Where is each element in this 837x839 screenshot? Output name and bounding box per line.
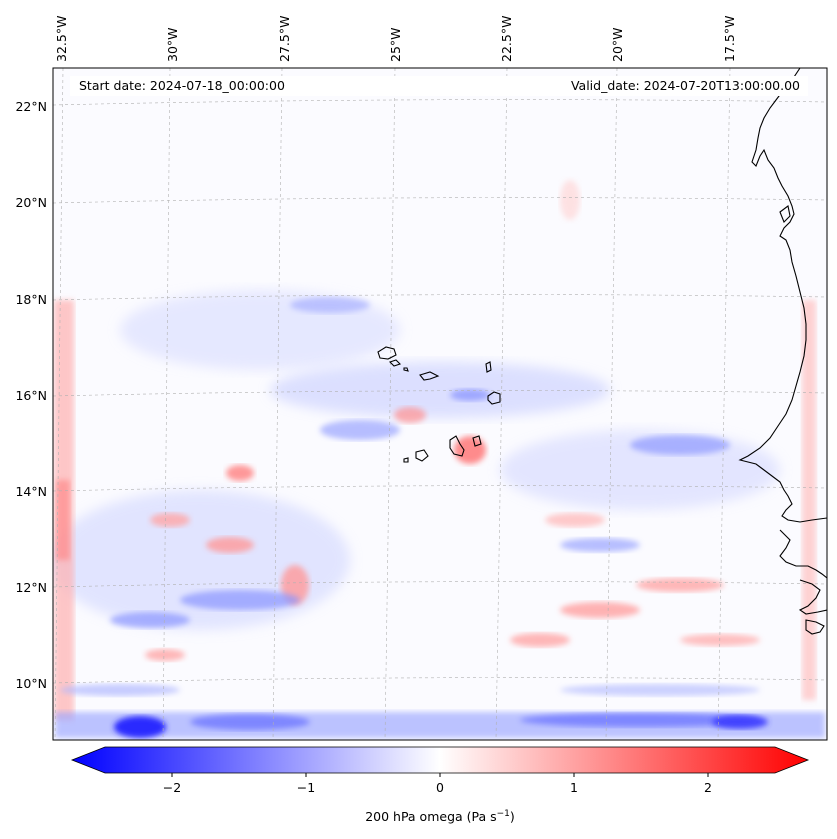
island-sao-nicolau	[419, 371, 440, 381]
island-santo-antao	[377, 346, 397, 360]
island-fogo	[415, 449, 429, 462]
lat-label-12n: 12°N	[15, 580, 47, 595]
island-santa-luzia	[403, 367, 409, 372]
cape-verde-islands	[377, 346, 501, 463]
lon-label-27-5w: 27.5°W	[277, 16, 292, 62]
map-frame	[52, 67, 828, 741]
lon-label-17-5w: 17.5°W	[722, 16, 737, 62]
colorbar-ticks	[171, 773, 709, 777]
lat-label-22n: 22°N	[15, 99, 47, 114]
lon-label-30w: 30°W	[165, 27, 180, 62]
colorbar-tick-0: 0	[436, 780, 444, 795]
colorbar-tick-1: 1	[570, 780, 578, 795]
colorbar-label: 200 hPa omega (Pa s−1)	[365, 809, 515, 824]
colorbar-tick-2: 2	[704, 780, 712, 795]
lat-label-14n: 14°N	[15, 484, 47, 499]
island-maio	[472, 435, 482, 447]
colorbar: −2 −1 0 1 2 200 hPa omega (Pa s−1)	[70, 746, 810, 824]
colorbar-tick-minus-1: −1	[297, 780, 315, 795]
island-boa-vista	[487, 391, 501, 405]
colorbar-body	[70, 746, 810, 774]
lat-label-20n: 20°N	[15, 195, 47, 210]
lat-label-18n: 18°N	[15, 292, 47, 307]
longitude-labels: 32.5°W 30°W 27.5°W 25°W 22.5°W 20°W 17.5…	[54, 16, 737, 62]
island-brava	[403, 457, 409, 463]
graticule	[53, 68, 827, 740]
africa-coastline	[738, 68, 827, 523]
island-sal	[485, 361, 492, 373]
lon-label-32-5w: 32.5°W	[54, 16, 69, 62]
island-santiago	[449, 435, 465, 457]
colorbar-tick-minus-2: −2	[163, 780, 181, 795]
start-date-label: Start date: 2024-07-18_00:00:00	[79, 78, 285, 93]
lon-label-22-5w: 22.5°W	[499, 16, 514, 62]
header-strip	[70, 76, 808, 96]
island-sao-vicente	[388, 359, 402, 367]
omega-field	[53, 180, 825, 738]
lat-label-10n: 10°N	[15, 676, 47, 691]
lat-label-16n: 16°N	[15, 388, 47, 403]
latitude-labels: 22°N 20°N 18°N 16°N 14°N 12°N 10°N	[15, 99, 47, 691]
lon-label-20w: 20°W	[610, 27, 625, 62]
coastline	[738, 68, 827, 635]
valid-date-label: Valid_date: 2024-07-20T13:00:00.00	[571, 78, 800, 93]
map-panel: Start date: 2024-07-18_00:00:00 Valid_da…	[52, 67, 828, 741]
lon-label-25w: 25°W	[388, 27, 403, 62]
